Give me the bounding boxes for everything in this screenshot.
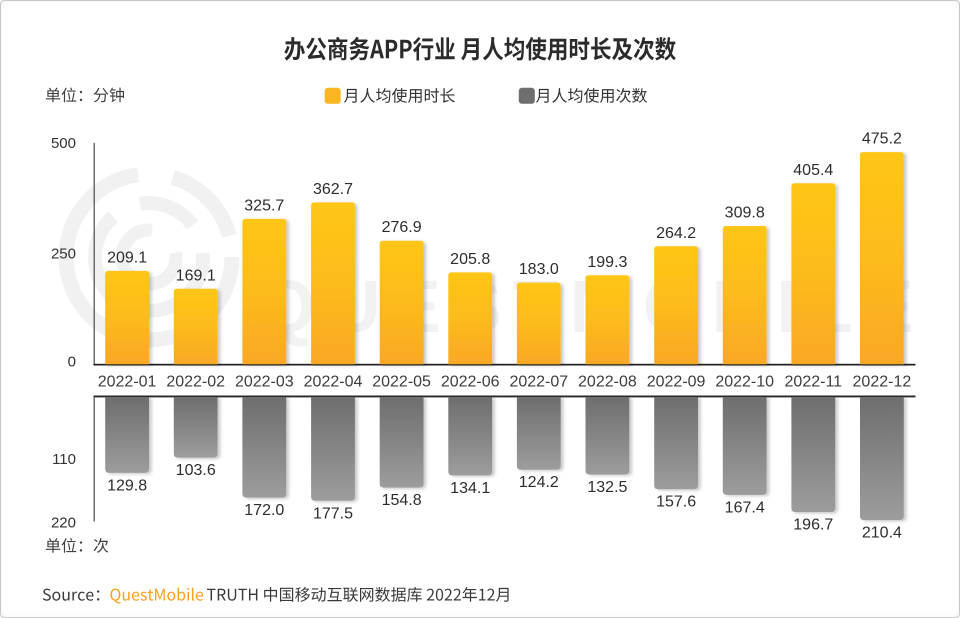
svg-text:205.8: 205.8: [450, 251, 490, 268]
svg-text:309.8: 309.8: [725, 205, 765, 222]
svg-text:172.0: 172.0: [244, 502, 284, 519]
svg-text:209.1: 209.1: [107, 249, 147, 266]
svg-text:183.0: 183.0: [519, 261, 559, 278]
svg-text:157.6: 157.6: [656, 494, 696, 511]
svg-text:210.4: 210.4: [862, 525, 902, 542]
svg-text:167.4: 167.4: [725, 499, 765, 516]
svg-text:2022-09: 2022-09: [647, 374, 706, 391]
svg-text:110: 110: [52, 451, 76, 468]
svg-text:2022-03: 2022-03: [235, 374, 294, 391]
svg-text:2022-01: 2022-01: [98, 374, 157, 391]
svg-text:177.5: 177.5: [313, 505, 353, 522]
svg-text:2022-11: 2022-11: [785, 374, 843, 391]
svg-text:2022-06: 2022-06: [441, 374, 500, 391]
svg-text:2022-05: 2022-05: [372, 374, 431, 391]
svg-text:154.8: 154.8: [382, 492, 422, 509]
svg-text:134.1: 134.1: [450, 480, 490, 497]
svg-text:196.7: 196.7: [793, 517, 833, 534]
svg-text:132.5: 132.5: [587, 479, 627, 496]
svg-text:2022-07: 2022-07: [509, 374, 568, 391]
svg-text:0: 0: [68, 353, 76, 370]
svg-text:103.6: 103.6: [176, 462, 216, 479]
svg-text:169.1: 169.1: [176, 267, 216, 284]
svg-text:362.7: 362.7: [313, 181, 353, 198]
svg-text:124.2: 124.2: [519, 474, 559, 491]
svg-text:405.4: 405.4: [793, 162, 833, 179]
svg-text:129.8: 129.8: [107, 477, 147, 494]
svg-text:220: 220: [51, 514, 76, 531]
svg-text:2022-10: 2022-10: [715, 374, 774, 391]
svg-text:2022-08: 2022-08: [578, 374, 637, 391]
svg-text:2022-12: 2022-12: [853, 374, 912, 391]
svg-text:2022-04: 2022-04: [304, 374, 363, 391]
svg-text:500: 500: [51, 135, 76, 152]
svg-text:475.2: 475.2: [862, 131, 902, 148]
svg-text:264.2: 264.2: [656, 225, 696, 242]
svg-text:325.7: 325.7: [244, 197, 284, 214]
svg-text:2022-02: 2022-02: [166, 374, 225, 391]
svg-text:276.9: 276.9: [382, 219, 422, 236]
svg-text:199.3: 199.3: [587, 254, 627, 271]
svg-text:250: 250: [51, 246, 76, 263]
